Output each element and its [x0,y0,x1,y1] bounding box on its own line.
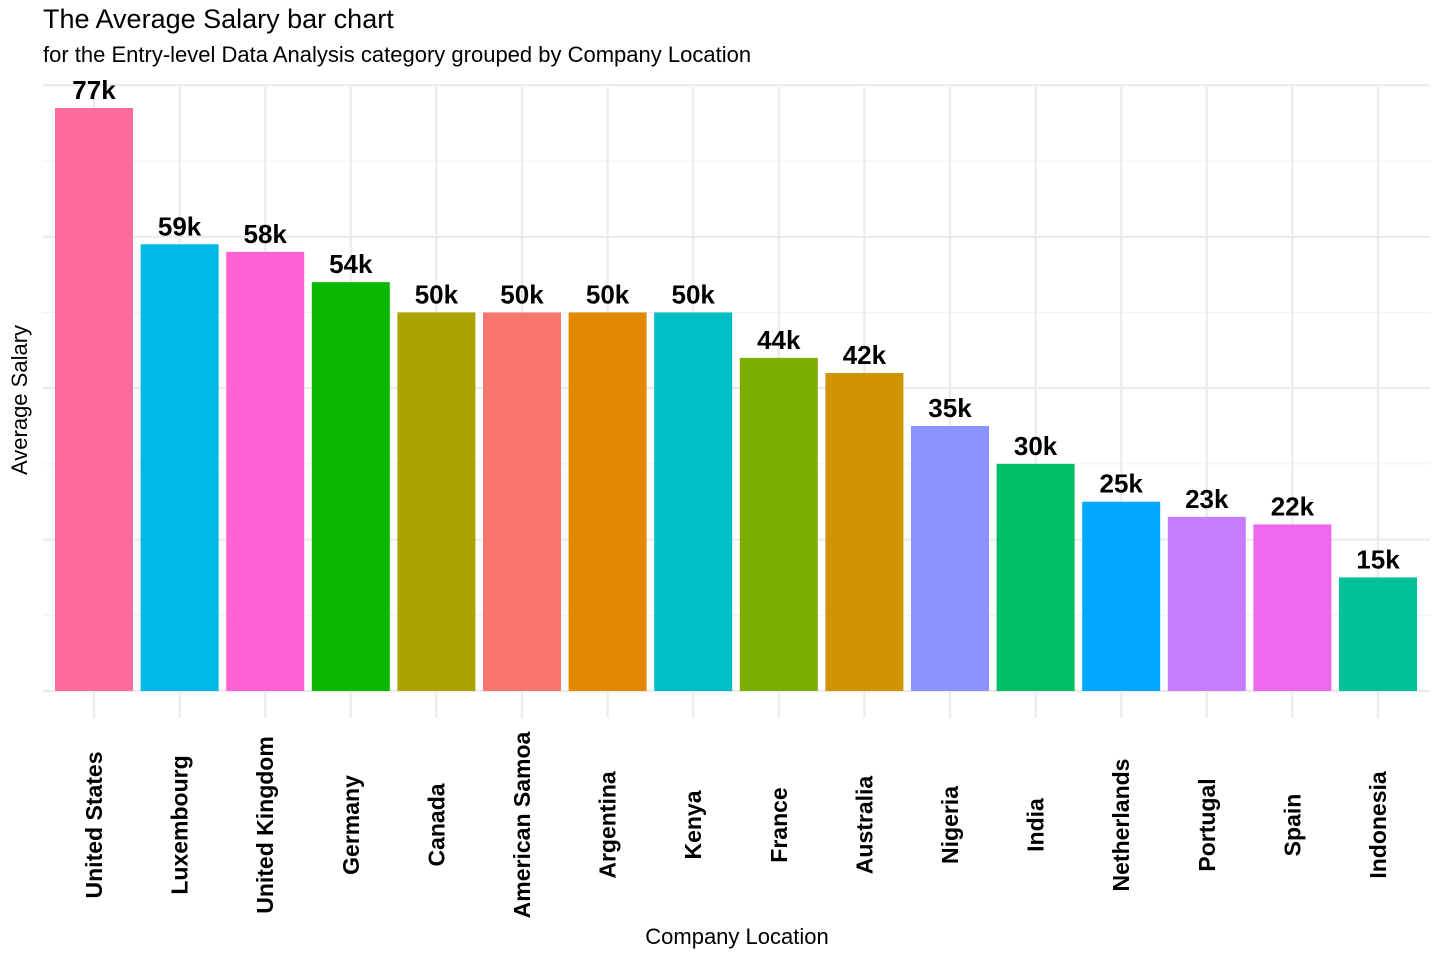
data-label: 35k [928,393,972,423]
x-tick-label: France [766,787,792,862]
data-label: 50k [672,279,716,309]
x-tick-label: Canada [423,783,449,866]
x-tick-label: United Kingdom [252,736,278,914]
bar [825,373,904,691]
data-label: 77k [72,75,116,105]
data-label: 25k [1100,469,1144,499]
data-label: 58k [244,219,288,249]
x-tick-label: Argentina [595,771,621,879]
x-tick-label: Spain [1279,794,1305,857]
bar [1167,516,1246,691]
x-axis-label: Company Location [645,924,828,949]
x-tick-label: Luxembourg [167,755,193,894]
bar [483,312,561,691]
bar [226,251,305,691]
data-label: 54k [329,249,373,279]
data-label: 50k [586,279,630,309]
data-label: 59k [158,211,202,241]
chart-title: The Average Salary bar chart [43,4,394,34]
data-label: 30k [1014,431,1058,461]
y-axis-label: Average Salary [7,325,32,475]
data-label: 42k [843,340,887,370]
bar [739,357,818,691]
x-tick-label: Netherlands [1108,759,1134,892]
x-tick-label: Nigeria [937,786,963,864]
bar [55,108,133,691]
x-tick-labels: United States Luxembourg United Kingdom Ger… [81,731,1391,918]
x-tick-label: Indonesia [1365,771,1391,879]
bar [996,463,1075,691]
bar [911,426,989,691]
data-label: 44k [757,325,801,355]
x-tick-label: Australia [851,776,877,875]
x-tick-label: Germany [338,775,364,875]
data-label: 23k [1185,484,1229,514]
bar [1339,577,1417,691]
data-label: 22k [1271,491,1315,521]
bar [140,244,219,692]
bar [1082,501,1161,691]
bar [397,312,476,691]
data-label: 50k [415,279,459,309]
x-tick-label: Kenya [680,790,706,859]
bar [311,282,390,691]
data-label: 15k [1356,544,1400,574]
bar [568,312,647,691]
x-tick-label: India [1023,798,1049,852]
x-tick-label: Portugal [1194,778,1220,871]
bar [1253,524,1332,691]
bars [55,108,1417,692]
data-labels: 77k 59k 58k 54k 50k 50k 50k 50k 44k 42k 35k 30k 25k 2… [72,75,1400,574]
x-tick-label: United States [81,752,107,899]
data-label: 50k [500,279,544,309]
x-tick-label: American Samoa [509,731,535,918]
bar [654,312,733,691]
chart-subtitle: for the Entry-level Data Analysis catego… [43,42,752,67]
